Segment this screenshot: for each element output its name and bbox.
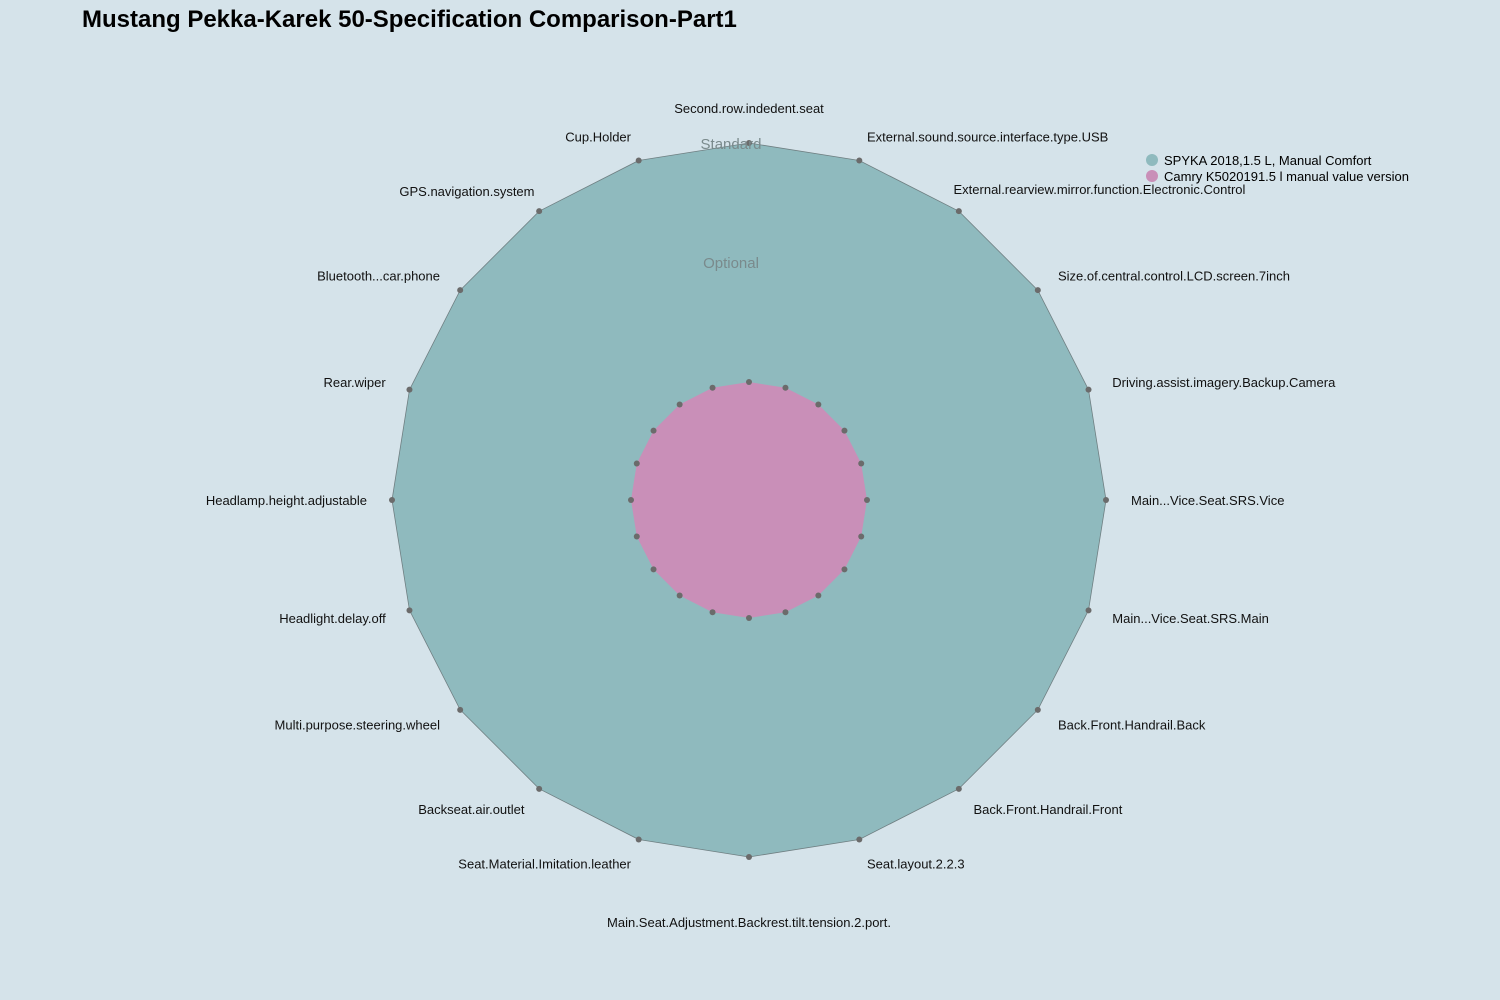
legend-item-series-1: SPYKA 2018,1.5 L, Manual Comfort: [1146, 152, 1409, 168]
data-point: [955, 208, 962, 215]
data-point: [536, 208, 543, 215]
axis-label: Size.of.central.control.LCD.screen.7inch: [1058, 269, 1290, 284]
data-point: [841, 427, 848, 434]
data-point: [650, 566, 657, 573]
data-point: [457, 706, 464, 713]
data-point: [676, 401, 683, 408]
data-point: [746, 140, 752, 146]
data-point: [782, 384, 789, 391]
data-point: [746, 615, 752, 621]
legend-label: Camry K5020191.5 l manual value version: [1164, 168, 1409, 184]
data-point: [406, 386, 413, 393]
data-point: [709, 384, 716, 391]
data-point: [856, 836, 863, 843]
axis-label: Backseat.air.outlet: [418, 802, 525, 817]
data-point: [815, 592, 822, 599]
axis-label: External.sound.source.interface.type.USB: [867, 130, 1108, 145]
axis-label: Seat.Material.Imitation.leather: [458, 856, 631, 871]
axis-label: GPS.navigation.system: [399, 184, 534, 199]
data-point: [633, 460, 640, 467]
axis-labels: Second.row.indedent.seat External.sound.s…: [206, 101, 1336, 930]
level-labels: Optional Standard: [701, 136, 762, 272]
axis-label: Seat.layout.2.2.3: [867, 856, 965, 871]
axis-label: Back.Front.Handrail.Front: [974, 802, 1123, 817]
axis-label: External.rearview.mirror.function.Electr…: [954, 182, 1246, 197]
data-point: [389, 497, 395, 503]
axis-label: Main...Vice.Seat.SRS.Main: [1112, 611, 1269, 626]
axis-label: Bluetooth...car.phone: [317, 269, 440, 284]
axis-label: Back.Front.Handrail.Back: [1058, 718, 1206, 733]
data-point: [782, 609, 789, 616]
radar-series: [389, 140, 1109, 860]
legend-swatch-icon: [1146, 154, 1158, 166]
data-point: [406, 607, 413, 614]
data-point: [457, 287, 464, 294]
data-point: [1085, 607, 1092, 614]
data-point: [1103, 497, 1109, 503]
data-point: [650, 427, 657, 434]
data-point: [635, 836, 642, 843]
axis-label: Rear.wiper: [324, 375, 387, 390]
series-area-2: [631, 382, 867, 618]
data-point: [635, 157, 642, 164]
axis-label: Multi.purpose.steering.wheel: [275, 718, 441, 733]
data-point: [858, 460, 865, 467]
axis-label: Headlamp.height.adjustable: [206, 493, 367, 508]
data-point: [536, 785, 543, 792]
legend: SPYKA 2018,1.5 L, Manual Comfort Camry K…: [1146, 152, 1409, 184]
data-point: [864, 497, 870, 503]
level-label: Optional: [703, 255, 759, 272]
data-point: [1034, 706, 1041, 713]
data-point: [815, 401, 822, 408]
data-point: [676, 592, 683, 599]
data-point: [1034, 287, 1041, 294]
legend-label: SPYKA 2018,1.5 L, Manual Comfort: [1164, 152, 1372, 168]
legend-swatch-icon: [1146, 170, 1158, 182]
chart-title: Mustang Pekka-Karek 50-Specification Com…: [82, 6, 737, 33]
data-point: [746, 379, 752, 385]
axis-label: Main.Seat.Adjustment.Backrest.tilt.tensi…: [607, 915, 891, 930]
data-point: [1085, 386, 1092, 393]
data-point: [633, 533, 640, 540]
axis-label: Main...Vice.Seat.SRS.Vice: [1131, 493, 1284, 508]
axis-label: Cup.Holder: [565, 130, 631, 145]
data-point: [955, 785, 962, 792]
data-point: [858, 533, 865, 540]
axis-label: Second.row.indedent.seat: [674, 101, 824, 116]
data-point: [856, 157, 863, 164]
level-label: Standard: [701, 136, 762, 153]
axis-label: Driving.assist.imagery.Backup.Camera: [1112, 375, 1336, 390]
data-point: [709, 609, 716, 616]
data-point: [841, 566, 848, 573]
data-point: [628, 497, 634, 503]
data-point: [746, 854, 752, 860]
legend-item-series-2: Camry K5020191.5 l manual value version: [1146, 168, 1409, 184]
axis-label: Headlight.delay.off: [279, 611, 386, 626]
